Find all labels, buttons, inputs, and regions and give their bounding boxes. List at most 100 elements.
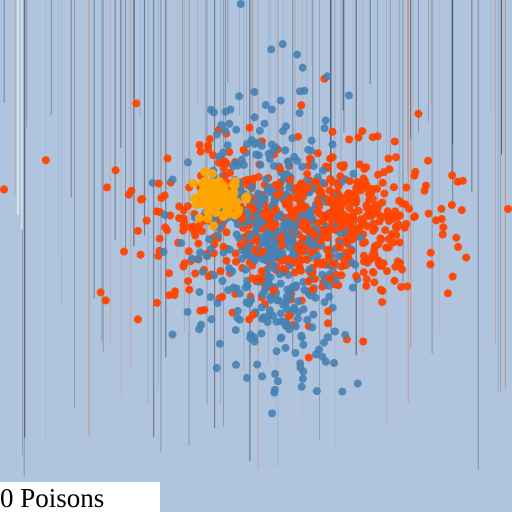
blue-agent <box>274 251 283 260</box>
red-agent <box>196 147 205 156</box>
blue-agent <box>353 379 362 388</box>
blue-agent <box>289 249 298 258</box>
red-agent <box>358 127 367 136</box>
red-agent <box>369 268 378 277</box>
red-agent <box>204 145 213 154</box>
red-agent <box>133 315 142 324</box>
red-agent <box>313 149 322 158</box>
red-agent <box>254 173 263 181</box>
blue-agent <box>207 315 216 324</box>
red-agent <box>222 256 231 265</box>
blue-agent <box>297 333 306 342</box>
red-agent <box>370 224 379 233</box>
red-agent <box>426 248 435 257</box>
red-agent <box>398 265 407 274</box>
blue-agent <box>348 283 357 292</box>
red-agent <box>336 193 345 202</box>
blue-agent <box>272 347 281 356</box>
blue-agent <box>198 267 207 276</box>
red-agent <box>273 190 282 199</box>
red-agent <box>400 223 409 232</box>
blue-agent <box>291 349 300 357</box>
blue-agent <box>263 228 272 237</box>
red-agent <box>320 232 329 241</box>
blue-agent <box>318 270 327 279</box>
blue-agent <box>344 91 353 100</box>
blue-agent <box>231 326 240 334</box>
red-agent <box>297 188 306 197</box>
poison-counter: 0 Poisons <box>0 483 105 512</box>
blue-agent <box>217 121 226 130</box>
blue-agent <box>195 288 204 297</box>
red-agent <box>257 267 266 276</box>
blue-agent <box>262 175 271 184</box>
red-agent <box>200 306 209 314</box>
red-agent <box>325 274 334 283</box>
blue-agent <box>252 150 261 159</box>
red-agent <box>385 217 394 225</box>
blue-agent <box>239 160 248 169</box>
blue-agent <box>323 72 332 81</box>
red-agent <box>378 178 387 187</box>
red-agent <box>462 253 471 262</box>
red-agent <box>219 164 228 172</box>
red-agent <box>340 161 348 170</box>
blue-agent <box>278 40 287 49</box>
blue-agent <box>309 310 318 319</box>
blue-agent <box>250 333 259 342</box>
blue-agent <box>213 299 222 307</box>
red-agent <box>381 226 390 235</box>
red-agent <box>368 194 377 203</box>
blue-agent <box>219 248 228 257</box>
red-agent <box>345 204 354 212</box>
red-agent <box>304 353 313 362</box>
blue-agent <box>234 161 242 170</box>
red-agent <box>328 208 336 216</box>
blue-agent <box>320 338 328 347</box>
red-agent <box>315 202 324 211</box>
blue-agent <box>311 293 320 302</box>
blue-agent <box>319 166 327 175</box>
red-agent <box>380 189 389 198</box>
blue-agent <box>245 241 254 250</box>
red-agent <box>296 198 305 207</box>
blue-agent <box>300 286 309 294</box>
red-agent <box>297 256 306 265</box>
red-agent <box>225 148 234 157</box>
blue-agent <box>236 0 245 8</box>
blue-agent <box>282 322 291 331</box>
blue-agent <box>265 186 274 195</box>
blue-agent <box>325 292 334 301</box>
red-agent <box>334 182 343 191</box>
red-agent <box>342 212 351 221</box>
red-agent <box>373 184 381 193</box>
red-agent <box>111 166 120 175</box>
red-agent <box>438 230 447 239</box>
red-agent <box>360 238 369 247</box>
blue-agent <box>194 254 203 263</box>
red-agent <box>286 176 295 184</box>
red-agent <box>326 154 335 163</box>
blue-agent <box>207 244 215 253</box>
red-agent <box>103 183 111 192</box>
blue-agent <box>183 158 192 167</box>
blue-agent <box>330 359 339 367</box>
gold-agent <box>228 195 238 205</box>
blue-agent <box>295 109 304 118</box>
red-agent <box>344 253 353 262</box>
blue-agent <box>277 333 286 342</box>
blue-agent <box>256 160 265 169</box>
red-agent <box>410 213 418 222</box>
red-agent <box>374 210 383 219</box>
red-agent <box>236 240 245 249</box>
red-agent <box>376 285 385 294</box>
red-agent <box>319 258 328 267</box>
red-agent <box>307 248 316 256</box>
red-agent <box>391 153 400 162</box>
red-agent <box>275 164 284 173</box>
blue-agent <box>321 357 330 366</box>
blue-agent <box>266 238 275 247</box>
blue-agent <box>251 228 260 237</box>
red-agent <box>328 177 337 186</box>
